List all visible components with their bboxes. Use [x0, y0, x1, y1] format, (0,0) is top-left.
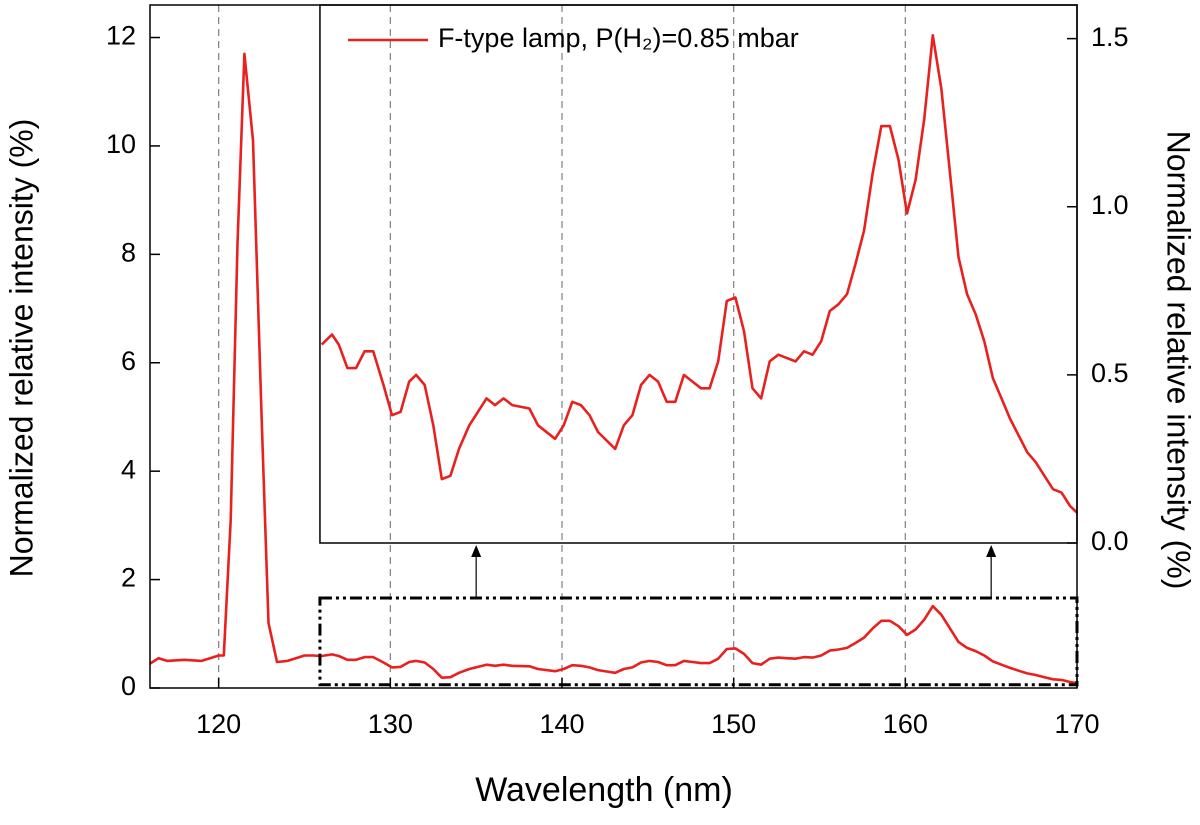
y-tick-label: 0: [121, 671, 136, 701]
data-line: [149, 52, 1078, 685]
y-tick-label: 12: [106, 21, 136, 51]
x-tick-label: 120: [196, 709, 241, 739]
x-tick-label: 160: [883, 709, 928, 739]
x-tick-label: 170: [1054, 709, 1099, 739]
x-axis-label: Wavelength (nm): [475, 771, 733, 809]
arrow-head: [986, 545, 997, 557]
y-tick-label: 6: [121, 346, 136, 376]
arrow-head: [471, 545, 482, 557]
inset-data-line: [320, 34, 1077, 514]
y2-tick-label: 1.0: [1091, 190, 1129, 220]
x-tick-label: 140: [539, 709, 584, 739]
y-tick-label: 10: [106, 129, 136, 159]
y-axis-label: Normalized relative intensity (%): [3, 119, 39, 578]
inset-bg: [319, 5, 1077, 543]
x-tick-label: 130: [368, 709, 413, 739]
y2-tick-label: 1.5: [1091, 22, 1129, 52]
y-tick-label: 8: [121, 237, 136, 267]
plot-frame: [149, 4, 1078, 689]
y2-tick-label: 0.0: [1091, 526, 1129, 556]
y2-tick-label: 0.5: [1091, 358, 1129, 388]
zoom-box: [318, 596, 1079, 687]
legend-label: F-type lamp, P(H₂)=0.85 mbar: [438, 23, 799, 53]
y2-axis-label: Normalized relative intensity (%): [1161, 131, 1197, 590]
x-tick-label: 150: [711, 709, 756, 739]
y-tick-label: 4: [121, 454, 136, 484]
y-tick-label: 2: [121, 563, 136, 593]
